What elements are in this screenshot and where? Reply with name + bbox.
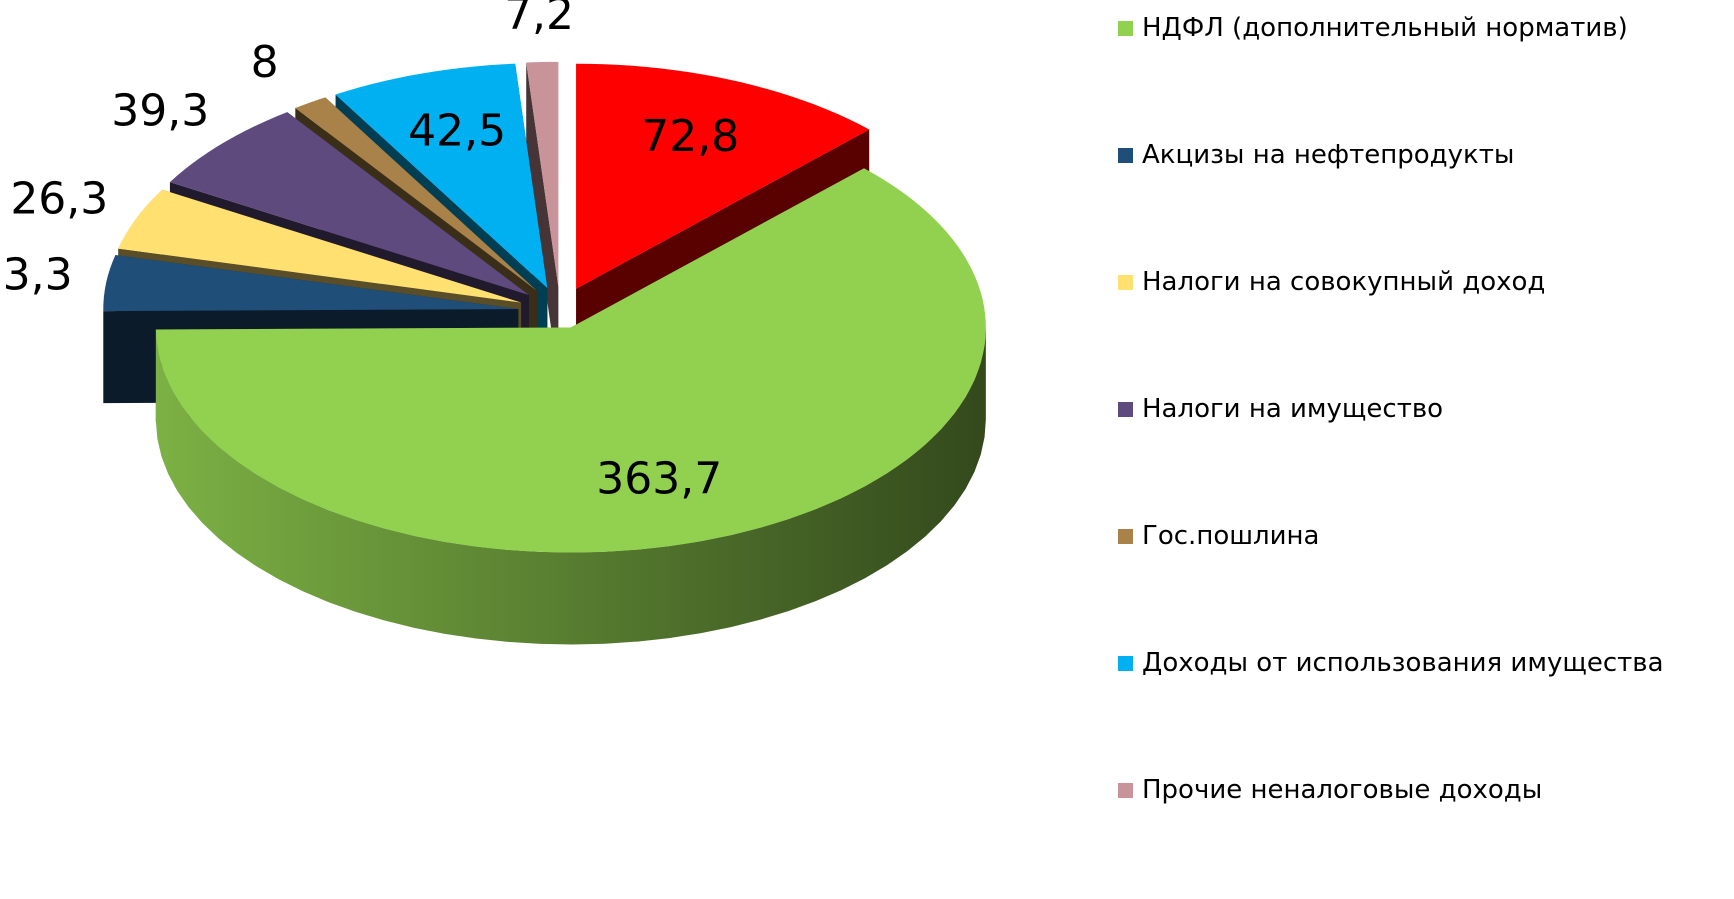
legend-item: Налоги на имущество: [1118, 391, 1728, 518]
legend-label: Прочие неналоговые доходы: [1142, 775, 1542, 805]
legend-swatch: [1118, 783, 1133, 798]
data-label: 8: [251, 37, 279, 88]
legend-swatch: [1118, 21, 1133, 36]
legend-item: Прочие неналоговые доходы: [1118, 772, 1728, 899]
data-label: 363,7: [596, 454, 722, 505]
data-label: 72,8: [641, 111, 739, 162]
data-label: 23,3: [0, 250, 73, 301]
data-label: 26,3: [10, 173, 108, 224]
legend-item: Гос.пошлина: [1118, 518, 1728, 645]
data-label: 42,5: [408, 106, 506, 157]
legend-label: НДФЛ (дополнительный норматив): [1142, 13, 1628, 43]
legend-item: НДФЛ (дополнительный норматив): [1118, 10, 1728, 137]
legend-label: Акцизы на нефтепродукты: [1142, 140, 1514, 170]
legend-item: Акцизы на нефтепродукты: [1118, 137, 1728, 264]
legend-swatch: [1118, 275, 1133, 290]
legend-swatch: [1118, 656, 1133, 671]
data-label: 39,3: [111, 86, 209, 137]
legend-label: Доходы от использования имущества: [1142, 648, 1664, 678]
legend-swatch: [1118, 529, 1133, 544]
legend-label: Налоги на совокупный доход: [1142, 267, 1545, 297]
data-label: 7,2: [504, 0, 574, 40]
legend-swatch: [1118, 402, 1133, 417]
legend-item: Налоги на совокупный доход: [1118, 264, 1728, 391]
legend-item: Доходы от использования имущества: [1118, 645, 1728, 772]
legend: НДФЛ (дополнительный норматив) Акцизы на …: [1118, 10, 1728, 899]
legend-swatch: [1118, 148, 1133, 163]
legend-label: Гос.пошлина: [1142, 521, 1319, 551]
legend-label: Налоги на имущество: [1142, 394, 1443, 424]
chart: 363,7 23,3 26,339,3 8 42,5 7,2 72,8: [0, 0, 1110, 887]
